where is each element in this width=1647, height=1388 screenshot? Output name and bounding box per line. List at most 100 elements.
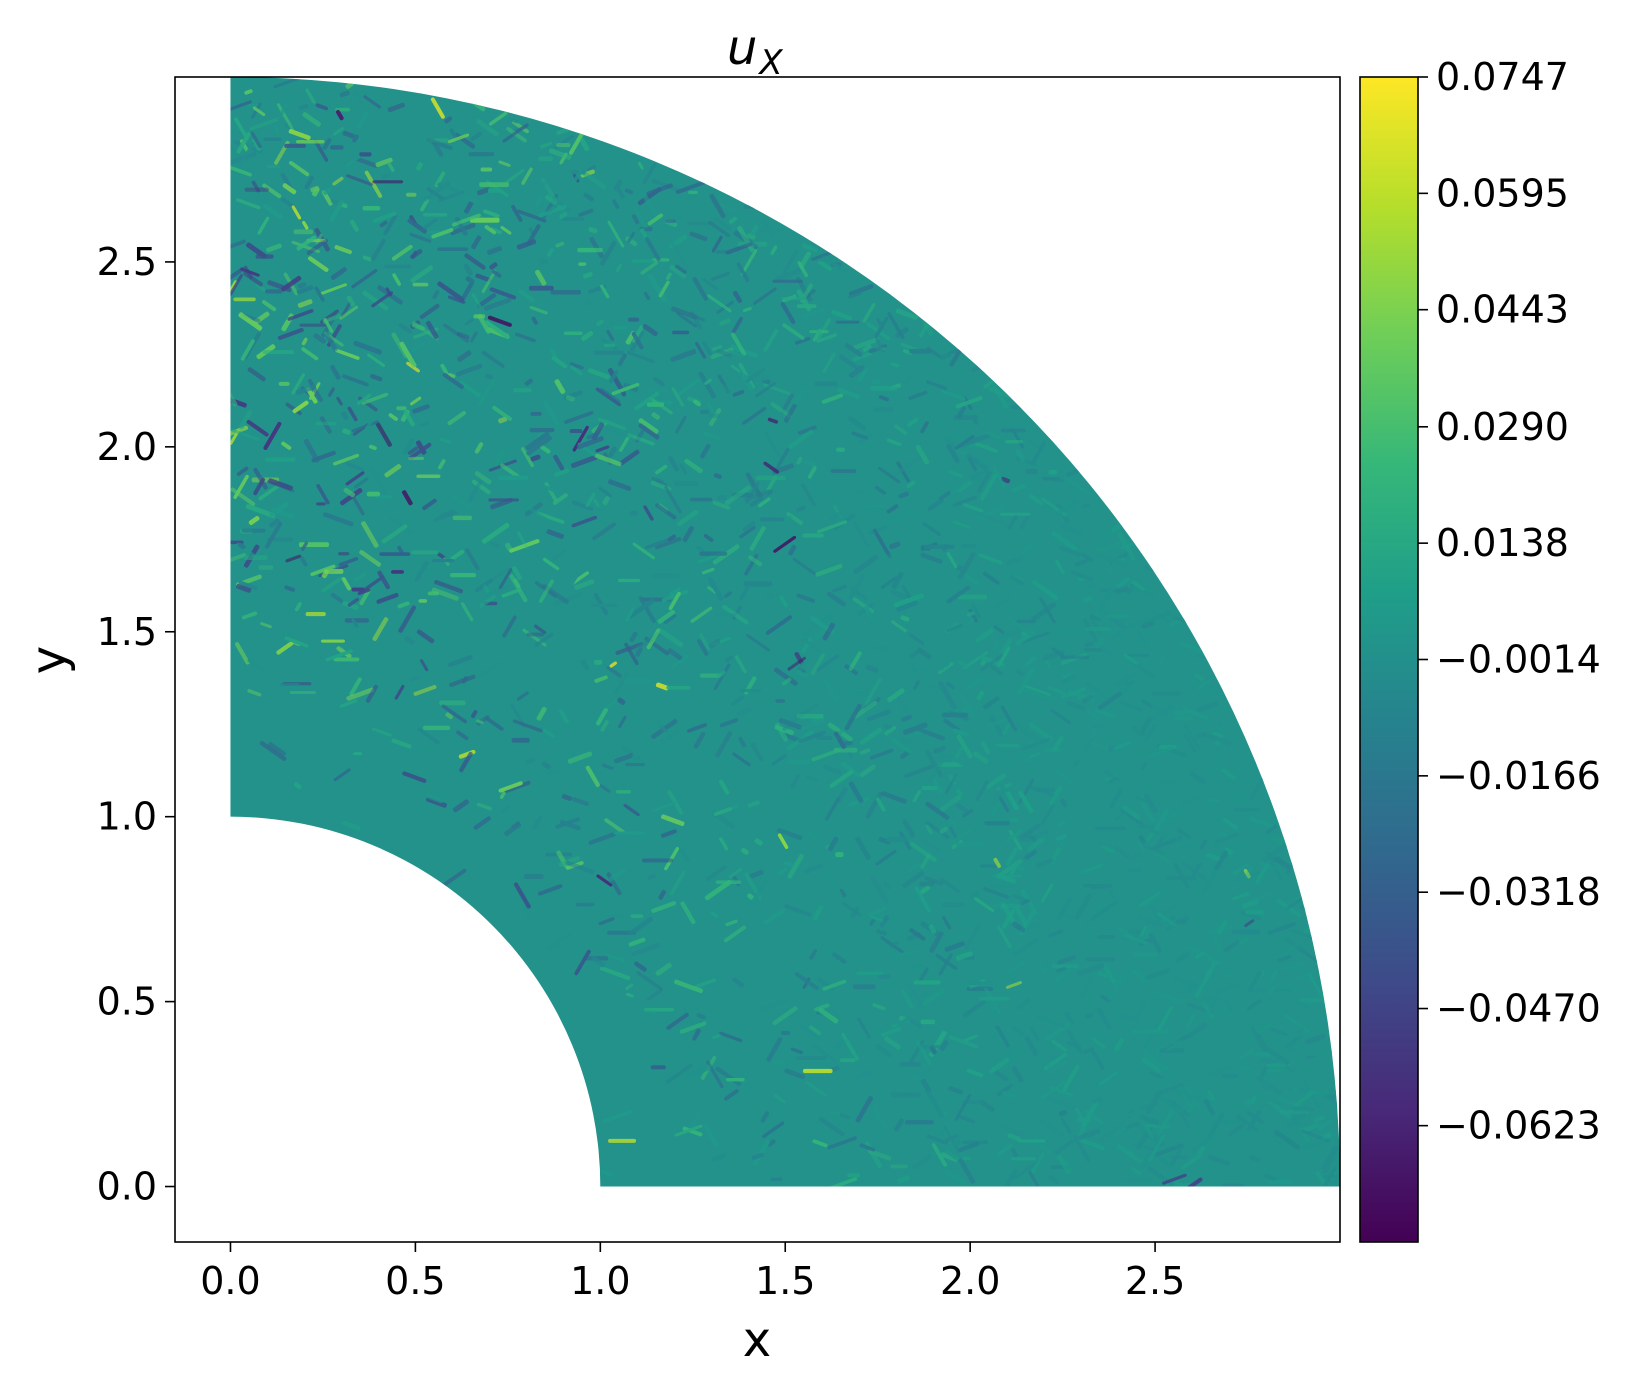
field-streak: [485, 716, 504, 731]
field-streak: [886, 509, 914, 523]
field-streak: [512, 719, 543, 733]
field-streak: [925, 380, 947, 390]
field-streak: [1247, 1110, 1261, 1132]
field-streak: [909, 648, 922, 659]
field-streak: [536, 511, 565, 524]
field-streak: [1073, 758, 1080, 767]
field-streak: [605, 953, 625, 963]
field-streak: [411, 251, 418, 259]
field-streak: [443, 323, 470, 343]
field-streak: [330, 145, 344, 150]
field-streak: [1011, 1066, 1024, 1083]
field-streak: [297, 282, 307, 289]
field-streak: [477, 293, 497, 308]
field-streak: [1138, 891, 1161, 908]
field-streak: [1016, 998, 1031, 1010]
field-streak: [1048, 929, 1063, 938]
field-streak: [301, 337, 308, 346]
field-streak: [1201, 870, 1218, 894]
field-streak: [720, 203, 736, 212]
field-streak: [1040, 1080, 1066, 1100]
field-streak: [233, 297, 256, 302]
field-streak: [1095, 826, 1126, 831]
field-streak: [796, 456, 803, 465]
field-streak: [1028, 493, 1044, 506]
field-streak: [1249, 861, 1266, 874]
field-streak: [643, 505, 654, 521]
field-streak: [1121, 871, 1145, 889]
field-streak: [1024, 1036, 1039, 1056]
field-streak: [456, 332, 470, 340]
field-streak: [1244, 1098, 1256, 1106]
field-streak: [849, 284, 874, 296]
field-streak: [1014, 723, 1042, 744]
field-streak: [679, 1021, 707, 1034]
field-streak: [679, 463, 688, 475]
field-streak: [479, 182, 509, 188]
field-streak: [823, 764, 842, 775]
field-streak: [1268, 986, 1275, 995]
field-streak: [937, 662, 954, 675]
field-streak: [850, 587, 869, 601]
field-streak: [238, 142, 254, 168]
field-streak: [659, 725, 668, 732]
field-streak: [237, 542, 246, 550]
field-streak: [1105, 614, 1130, 619]
field-streak: [975, 780, 989, 801]
field-streak: [964, 1034, 979, 1042]
field-streak: [913, 980, 941, 985]
field-streak: [854, 489, 866, 495]
field-streak: [935, 664, 945, 671]
field-streak: [1284, 1034, 1303, 1049]
field-streak: [559, 212, 568, 219]
field-streak: [230, 165, 252, 177]
field-streak: [1259, 810, 1286, 830]
field-streak: [812, 904, 824, 921]
field-streak: [1051, 647, 1066, 659]
field-streak: [617, 697, 626, 705]
field-streak: [349, 219, 359, 232]
field-streak: [294, 602, 302, 612]
field-streak: [1017, 841, 1028, 846]
field-streak: [452, 515, 472, 521]
field-streak: [661, 589, 689, 603]
field-streak: [784, 403, 797, 423]
field-streak: [1142, 565, 1154, 572]
field-streak: [468, 480, 483, 503]
field-streak: [771, 1058, 787, 1067]
field-streak: [578, 208, 594, 217]
field-streak: [343, 487, 356, 498]
field-streak: [617, 329, 631, 334]
field-streak: [700, 443, 711, 459]
field-streak: [909, 928, 926, 941]
field-streak: [867, 906, 887, 917]
field-streak: [853, 337, 880, 350]
field-streak: [713, 807, 733, 817]
field-streak: [651, 901, 677, 913]
field-streak: [745, 472, 763, 498]
field-streak: [1148, 704, 1173, 723]
field-streak: [1048, 785, 1063, 806]
field-streak: [977, 470, 992, 493]
field-streak: [853, 700, 878, 719]
field-streak: [1285, 1065, 1294, 1073]
field-streak: [476, 802, 492, 811]
field-streak: [939, 826, 949, 834]
field-streak: [426, 138, 453, 151]
field-streak: [1002, 723, 1011, 736]
field-streak: [542, 728, 555, 739]
field-streak: [1035, 1056, 1053, 1069]
field-streak: [912, 1154, 932, 1170]
field-streak: [759, 228, 781, 232]
field-streak: [481, 522, 510, 544]
field-streak: [1046, 685, 1067, 696]
field-streak: [848, 365, 865, 378]
field-streak: [939, 794, 962, 812]
field-streak: [719, 779, 730, 795]
field-streak: [1115, 1126, 1127, 1136]
field-streak: [1060, 655, 1090, 660]
field-streak: [928, 924, 937, 934]
field-streak: [1005, 440, 1024, 444]
field-streak: [249, 117, 280, 131]
field-streak: [230, 239, 246, 251]
